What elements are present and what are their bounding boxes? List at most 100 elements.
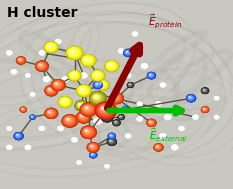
Circle shape (130, 84, 131, 86)
Circle shape (90, 92, 106, 105)
Circle shape (180, 127, 184, 130)
Circle shape (186, 94, 196, 102)
Circle shape (137, 102, 142, 106)
Circle shape (78, 103, 81, 105)
Circle shape (53, 81, 63, 89)
Circle shape (60, 128, 61, 129)
Circle shape (90, 152, 96, 157)
Circle shape (24, 144, 32, 150)
Circle shape (62, 77, 69, 82)
Circle shape (110, 140, 112, 142)
Circle shape (48, 44, 55, 50)
Circle shape (104, 164, 110, 169)
Circle shape (27, 75, 29, 77)
Circle shape (95, 119, 98, 121)
Circle shape (88, 143, 98, 151)
Circle shape (16, 56, 26, 65)
Circle shape (45, 108, 58, 119)
Circle shape (43, 76, 50, 82)
Circle shape (164, 114, 172, 121)
Circle shape (157, 146, 160, 149)
Circle shape (97, 98, 99, 99)
Circle shape (123, 49, 133, 57)
Circle shape (138, 44, 139, 45)
Circle shape (108, 138, 115, 145)
Circle shape (86, 58, 91, 63)
Circle shape (24, 145, 31, 150)
Circle shape (47, 44, 56, 51)
Circle shape (73, 139, 74, 140)
Circle shape (153, 143, 164, 152)
Circle shape (127, 135, 128, 136)
Circle shape (79, 104, 84, 108)
Circle shape (105, 165, 108, 167)
Circle shape (8, 146, 9, 147)
Circle shape (147, 72, 156, 79)
Circle shape (93, 94, 103, 102)
Circle shape (60, 128, 61, 129)
Circle shape (6, 50, 13, 56)
Circle shape (51, 79, 66, 91)
Circle shape (161, 135, 163, 136)
Circle shape (6, 50, 13, 56)
Circle shape (147, 72, 156, 79)
Circle shape (49, 89, 50, 90)
Circle shape (110, 134, 114, 138)
Circle shape (140, 63, 148, 69)
Circle shape (56, 83, 57, 84)
Circle shape (133, 32, 136, 35)
Circle shape (154, 144, 163, 151)
Circle shape (147, 72, 156, 79)
Circle shape (81, 55, 96, 66)
Circle shape (159, 82, 167, 88)
Circle shape (112, 119, 121, 126)
Circle shape (81, 89, 83, 90)
Circle shape (92, 154, 95, 156)
Circle shape (95, 83, 100, 87)
Circle shape (62, 99, 65, 102)
Circle shape (95, 119, 99, 122)
Circle shape (82, 116, 85, 118)
Circle shape (84, 57, 93, 64)
Circle shape (64, 78, 65, 79)
Circle shape (76, 111, 92, 124)
Circle shape (167, 116, 169, 118)
Circle shape (90, 152, 97, 158)
Circle shape (93, 72, 102, 79)
Circle shape (81, 54, 96, 67)
Circle shape (31, 116, 34, 118)
Circle shape (83, 56, 94, 65)
Circle shape (155, 145, 161, 149)
Circle shape (106, 61, 118, 71)
Circle shape (203, 89, 207, 93)
Circle shape (46, 86, 56, 95)
Circle shape (180, 127, 184, 130)
Circle shape (25, 73, 31, 78)
Circle shape (63, 115, 77, 127)
Circle shape (180, 127, 182, 128)
Circle shape (59, 127, 60, 128)
Circle shape (21, 108, 25, 111)
Circle shape (84, 128, 93, 136)
Circle shape (108, 63, 111, 66)
Circle shape (38, 125, 46, 132)
Circle shape (31, 116, 33, 117)
Circle shape (93, 147, 94, 148)
Circle shape (12, 70, 16, 73)
Circle shape (140, 63, 149, 70)
Circle shape (151, 75, 152, 76)
Circle shape (8, 52, 9, 53)
Circle shape (122, 107, 129, 112)
Circle shape (155, 144, 162, 150)
Circle shape (126, 51, 130, 55)
Circle shape (76, 111, 92, 124)
Circle shape (149, 73, 154, 78)
Circle shape (126, 74, 130, 77)
Circle shape (19, 59, 20, 60)
Circle shape (108, 133, 116, 139)
Circle shape (165, 115, 170, 119)
Circle shape (173, 146, 177, 149)
Circle shape (194, 116, 195, 117)
Circle shape (193, 115, 199, 120)
Circle shape (107, 138, 116, 145)
